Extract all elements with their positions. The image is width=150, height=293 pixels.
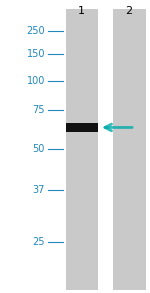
Text: 75: 75 (33, 105, 45, 115)
Text: 37: 37 (33, 185, 45, 195)
Text: 50: 50 (33, 144, 45, 154)
Text: 250: 250 (26, 26, 45, 36)
Text: 150: 150 (27, 49, 45, 59)
Text: 100: 100 (27, 76, 45, 86)
Bar (66, 123, 98, 132)
Text: 1: 1 (78, 6, 85, 16)
Bar (112, 9, 146, 290)
Text: 2: 2 (125, 6, 133, 16)
Text: 25: 25 (33, 237, 45, 247)
Bar (66, 9, 98, 290)
